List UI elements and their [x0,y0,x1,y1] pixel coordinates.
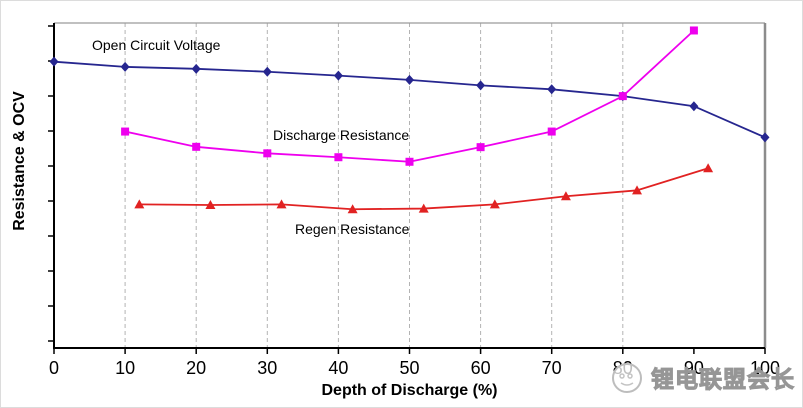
x-tick-label-90: 90 [684,358,704,378]
marker-diamond-open-circuit-voltage-50 [405,74,414,85]
x-tick-label-70: 70 [542,358,562,378]
marker-diamond-open-circuit-voltage-30 [262,66,272,77]
marker-square-discharge-resistance-20 [192,142,201,151]
x-axis-title: Depth of Discharge (%) [321,382,498,399]
marker-square-discharge-resistance-10 [121,127,130,136]
marker-triangle-regen-resistance-22 [205,200,216,209]
marker-diamond-open-circuit-voltage-20 [191,63,201,74]
marker-triangle-regen-resistance-62 [489,199,500,209]
marker-triangle-regen-resistance-12 [134,199,145,209]
marker-diamond-open-circuit-voltage-0 [49,56,59,67]
marker-square-discharge-resistance-70 [547,127,556,136]
series-label-open-circuit-voltage: Open Circuit Voltage [92,37,221,53]
marker-triangle-regen-resistance-42 [347,204,358,214]
marker-triangle-regen-resistance-52 [418,203,429,213]
marker-square-discharge-resistance-80 [618,92,627,101]
marker-diamond-open-circuit-voltage-70 [547,84,557,95]
marker-triangle-regen-resistance-92 [703,163,714,173]
marker-square-discharge-resistance-90 [689,26,698,35]
marker-diamond-open-circuit-voltage-10 [120,61,130,72]
y-axis-title: Resistance & OCV [11,91,28,231]
x-tick-label-80: 80 [613,358,633,378]
series-label-regen-resistance: Regen Resistance [295,221,410,237]
x-tick-label-60: 60 [471,358,491,378]
x-tick-label-40: 40 [328,358,348,378]
x-tick-label-100: 100 [750,358,780,378]
marker-square-discharge-resistance-60 [476,143,485,152]
x-tick-label-0: 0 [49,358,59,378]
marker-diamond-open-circuit-voltage-100 [760,132,770,143]
x-tick-label-10: 10 [115,358,135,378]
series-label-discharge-resistance: Discharge Resistance [273,127,410,143]
marker-diamond-open-circuit-voltage-40 [333,70,343,81]
series-line-regen-resistance [139,167,709,211]
marker-diamond-open-circuit-voltage-60 [476,80,486,91]
x-tick-label-50: 50 [399,358,419,378]
marker-diamond-open-circuit-voltage-90 [689,101,699,112]
x-tick-label-20: 20 [186,358,206,378]
marker-square-discharge-resistance-30 [263,149,272,158]
marker-triangle-regen-resistance-82 [632,185,643,195]
marker-triangle-regen-resistance-32 [276,199,287,209]
marker-triangle-regen-resistance-72 [560,191,571,201]
x-tick-label-30: 30 [257,358,277,378]
marker-square-discharge-resistance-50 [405,157,414,166]
marker-square-discharge-resistance-40 [334,153,343,162]
